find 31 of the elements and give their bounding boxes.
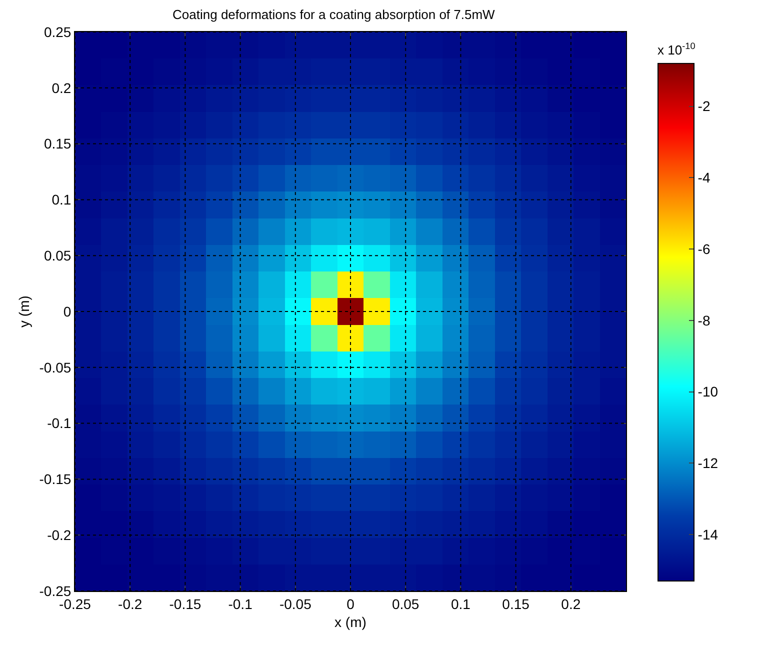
color-bar-label: -8 <box>698 312 710 328</box>
y-tick-label: -0.2 <box>47 527 72 543</box>
y-tick-label: 0.15 <box>44 136 72 152</box>
y-tick-label: -0.05 <box>39 359 72 376</box>
y-tick-label: -0.1 <box>47 415 72 432</box>
y-tick-label: 0.1 <box>52 192 72 208</box>
x-tick-label: 0.05 <box>392 596 420 612</box>
color-bar-label: -10 <box>698 384 718 400</box>
x-axis-title: x (m) <box>334 614 366 630</box>
x-tick-label: -0.1 <box>228 596 253 612</box>
color-bar-label: -2 <box>698 98 710 114</box>
chart-title: Coating deformations for a coating absorption of 7.5mW <box>172 6 496 22</box>
x-tick-label: 0 <box>346 596 355 612</box>
y-tick-label: 0.25 <box>44 24 72 40</box>
color-bar-label: -14 <box>698 526 718 542</box>
y-tick-label: 0 <box>63 303 72 320</box>
y-tick-label: 0.2 <box>52 80 72 96</box>
color-bar-label: -6 <box>698 240 710 257</box>
x-tick-label: 0.1 <box>450 596 471 612</box>
y-tick-label: -0.15 <box>39 471 72 488</box>
color-bar-label: -12 <box>698 455 718 472</box>
x-tick-label: -0.15 <box>169 596 202 612</box>
y-axis-title: y (m) <box>16 296 32 328</box>
y-tick-label: 0.05 <box>44 248 72 264</box>
color-bar-label: -4 <box>698 170 710 186</box>
color-bar-title: x 10$^{-10}$ <box>658 40 696 58</box>
x-tick-label: -0.2 <box>118 596 142 612</box>
x-tick-label: -0.05 <box>279 596 312 612</box>
y-tick-label: -0.25 <box>39 582 72 599</box>
x-tick-label: 0.15 <box>502 596 530 612</box>
x-tick-label: 0.2 <box>561 596 581 612</box>
